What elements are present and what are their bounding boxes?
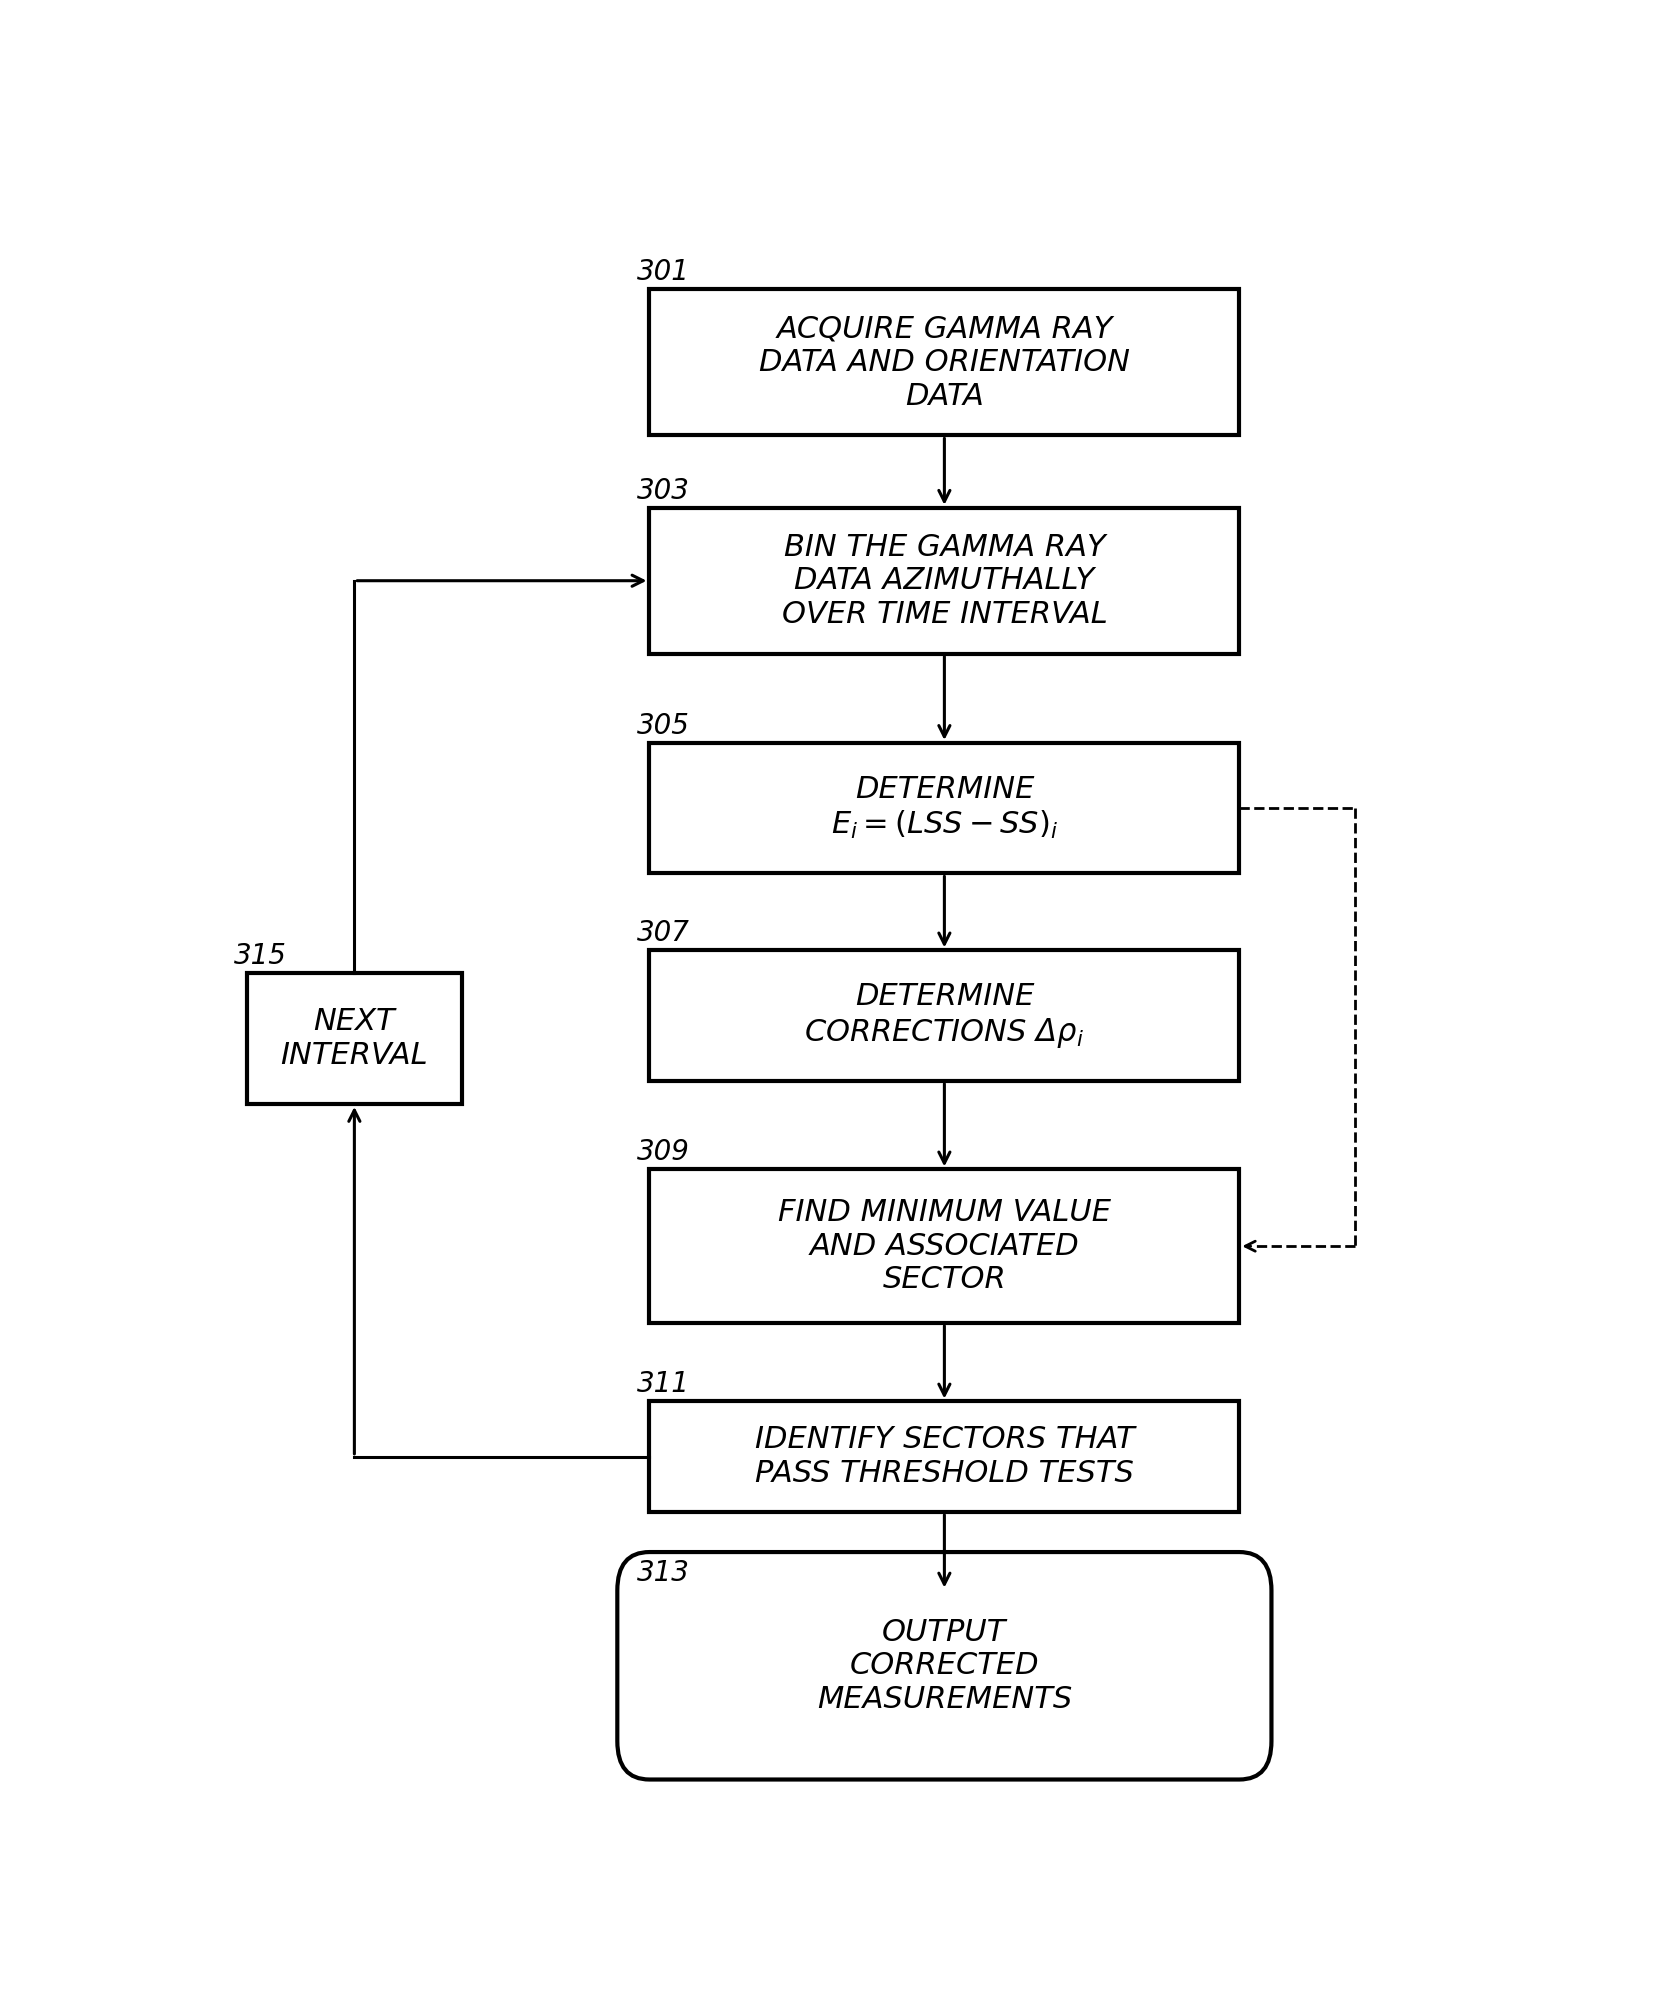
Text: 309: 309 — [637, 1138, 690, 1166]
FancyBboxPatch shape — [649, 950, 1240, 1082]
Text: 313: 313 — [637, 1559, 690, 1587]
Text: DETERMINE
$E_i=(LSS-SS)_i$: DETERMINE $E_i=(LSS-SS)_i$ — [831, 774, 1058, 840]
Text: 301: 301 — [637, 257, 690, 285]
Text: 305: 305 — [637, 713, 690, 741]
Text: FIND MINIMUM VALUE
AND ASSOCIATED
SECTOR: FIND MINIMUM VALUE AND ASSOCIATED SECTOR — [778, 1198, 1111, 1293]
Text: 303: 303 — [637, 477, 690, 505]
Text: IDENTIFY SECTORS THAT
PASS THRESHOLD TESTS: IDENTIFY SECTORS THAT PASS THRESHOLD TES… — [755, 1425, 1134, 1489]
FancyBboxPatch shape — [649, 289, 1240, 435]
Text: 311: 311 — [637, 1371, 690, 1399]
Text: NEXT
INTERVAL: NEXT INTERVAL — [281, 1008, 429, 1070]
FancyBboxPatch shape — [247, 974, 462, 1104]
FancyBboxPatch shape — [649, 507, 1240, 655]
Text: 315: 315 — [233, 942, 286, 970]
Text: OUTPUT
CORRECTED
MEASUREMENTS: OUTPUT CORRECTED MEASUREMENTS — [818, 1617, 1072, 1715]
Text: BIN THE GAMMA RAY
DATA AZIMUTHALLY
OVER TIME INTERVAL: BIN THE GAMMA RAY DATA AZIMUTHALLY OVER … — [781, 533, 1107, 629]
Text: DETERMINE
CORRECTIONS Δρ$_i$: DETERMINE CORRECTIONS Δρ$_i$ — [804, 982, 1084, 1050]
Text: ACQUIRE GAMMA RAY
DATA AND ORIENTATION
DATA: ACQUIRE GAMMA RAY DATA AND ORIENTATION D… — [760, 315, 1130, 411]
FancyBboxPatch shape — [617, 1553, 1271, 1780]
FancyBboxPatch shape — [649, 743, 1240, 874]
FancyBboxPatch shape — [649, 1170, 1240, 1323]
FancyBboxPatch shape — [649, 1401, 1240, 1513]
Text: 307: 307 — [637, 920, 690, 948]
